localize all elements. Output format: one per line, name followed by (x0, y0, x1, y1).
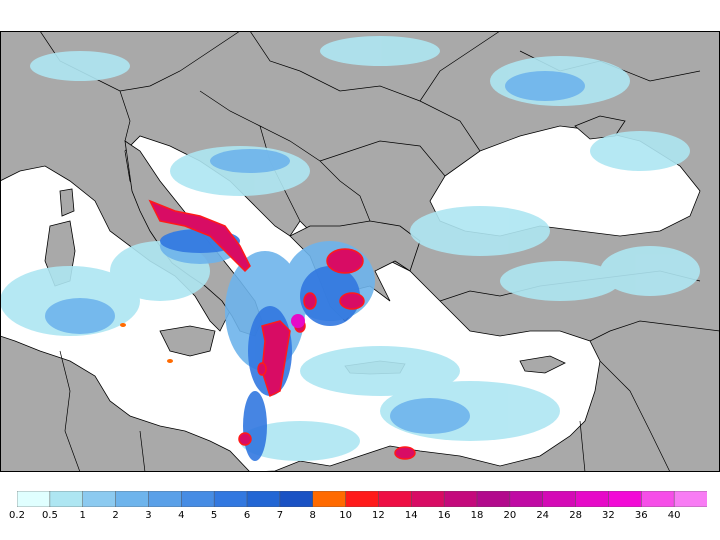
legend-swatch (542, 491, 577, 507)
legend-swatch (279, 491, 314, 507)
legend-swatch (49, 491, 84, 507)
precipitation-shading (0, 36, 700, 461)
legend-swatches (17, 491, 707, 507)
legend-tick-label: 3 (145, 510, 152, 521)
map-canvas (0, 31, 720, 472)
legend-labels: 0.2 0.5 1 2 3 4 5 6 7 8 10 12 14 16 18 20 24 28 32 36 40 (0, 510, 720, 526)
legend-tick-label: 24 (536, 510, 550, 521)
cyprus-land (519, 355, 566, 374)
legend-swatch (476, 491, 511, 507)
legend-tick-label: 32 (602, 510, 615, 521)
legend-tick-label: 4 (178, 510, 185, 521)
legend-swatch (82, 491, 117, 507)
legend-tick-label: 40 (667, 510, 681, 521)
legend-swatch (641, 491, 675, 507)
legend-tick-label: 12 (372, 510, 385, 521)
crimea-land (574, 115, 626, 140)
legend-tick-label: 10 (339, 510, 352, 521)
legend-tick-label: 18 (470, 510, 484, 521)
legend-swatch (411, 491, 445, 507)
legend-tick-label: 2 (112, 510, 119, 521)
legend-swatch (608, 491, 643, 507)
legend-tick-label: 20 (503, 510, 517, 521)
legend-tick-label: 28 (569, 510, 582, 521)
legend-tick-label: 36 (634, 510, 648, 521)
precipitation-map (0, 31, 720, 472)
legend-swatch (115, 491, 150, 507)
legend-tick-label: 16 (437, 510, 451, 521)
legend-tick-label: 5 (210, 510, 218, 521)
legend-tick-label: 8 (309, 510, 316, 521)
legend-tick-label: 0.5 (41, 510, 58, 521)
legend-swatch (213, 491, 248, 507)
legend-tick-label: 0.2 (9, 510, 25, 521)
legend-swatch (673, 491, 707, 507)
legend-swatch (443, 491, 478, 507)
legend-swatch (345, 491, 380, 507)
sicily-land (159, 325, 216, 357)
legend-swatch (181, 491, 215, 507)
legend-tick-label: 1 (79, 510, 86, 521)
legend-swatch (17, 491, 51, 507)
legend-tick-label: 6 (243, 510, 251, 521)
legend-swatch (509, 491, 544, 507)
legend-tick-label: 7 (276, 510, 284, 521)
corsica-land (59, 188, 75, 217)
legend-tick-label: 14 (404, 510, 418, 521)
legend-swatch (575, 491, 610, 507)
legend-swatch (378, 491, 413, 507)
legend-swatch (246, 491, 281, 507)
legend-swatch (148, 491, 183, 507)
legend-swatch (312, 491, 347, 507)
color-legend (17, 491, 707, 507)
